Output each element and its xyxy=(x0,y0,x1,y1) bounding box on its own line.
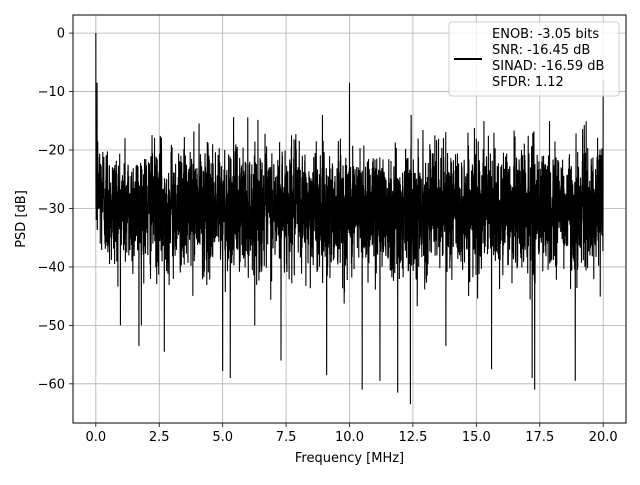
y-tick-label: −20 xyxy=(38,144,65,159)
y-tick-label: −30 xyxy=(38,202,65,217)
x-tick-label: 5.0 xyxy=(212,430,233,445)
y-tick-label: −10 xyxy=(38,85,65,100)
x-tick-label: 10.0 xyxy=(335,430,364,445)
y-tick-label: −60 xyxy=(38,377,65,392)
x-tick-label: 12.5 xyxy=(398,430,427,445)
x-tick-label: 15.0 xyxy=(462,430,491,445)
x-tick-label: 20.0 xyxy=(589,430,618,445)
x-tick-label: 0.0 xyxy=(85,430,106,445)
legend-snr-text: SNR: -16.45 dB xyxy=(492,43,590,58)
x-tick-label: 7.5 xyxy=(276,430,297,445)
y-axis-ticks: 0 −10 −20 −30 −40 −50 −60 xyxy=(38,27,73,392)
legend: ENOB: -3.05 bits SNR: -16.45 dB SINAD: -… xyxy=(448,21,620,97)
x-axis-ticks: 0.0 2.5 5.0 7.5 10.0 12.5 15.0 17.5 20.0 xyxy=(85,423,618,445)
y-tick-label: 0 xyxy=(57,27,65,42)
legend-box xyxy=(448,21,620,97)
y-tick-label: −50 xyxy=(38,319,65,334)
legend-enob-text: ENOB: -3.05 bits xyxy=(492,27,599,42)
y-tick-label: −40 xyxy=(38,260,65,275)
x-tick-label: 17.5 xyxy=(525,430,554,445)
legend-sinad-text: SINAD: -16.59 dB xyxy=(492,59,604,74)
x-tick-label: 2.5 xyxy=(149,430,170,445)
x-axis-label: Frequency [MHz] xyxy=(295,451,404,466)
y-axis-label: PSD [dB] xyxy=(14,190,29,248)
psd-trace xyxy=(95,33,604,405)
psd-trace-group xyxy=(95,33,604,405)
legend-sfdr-text: SFDR: 1.12 xyxy=(492,75,564,90)
